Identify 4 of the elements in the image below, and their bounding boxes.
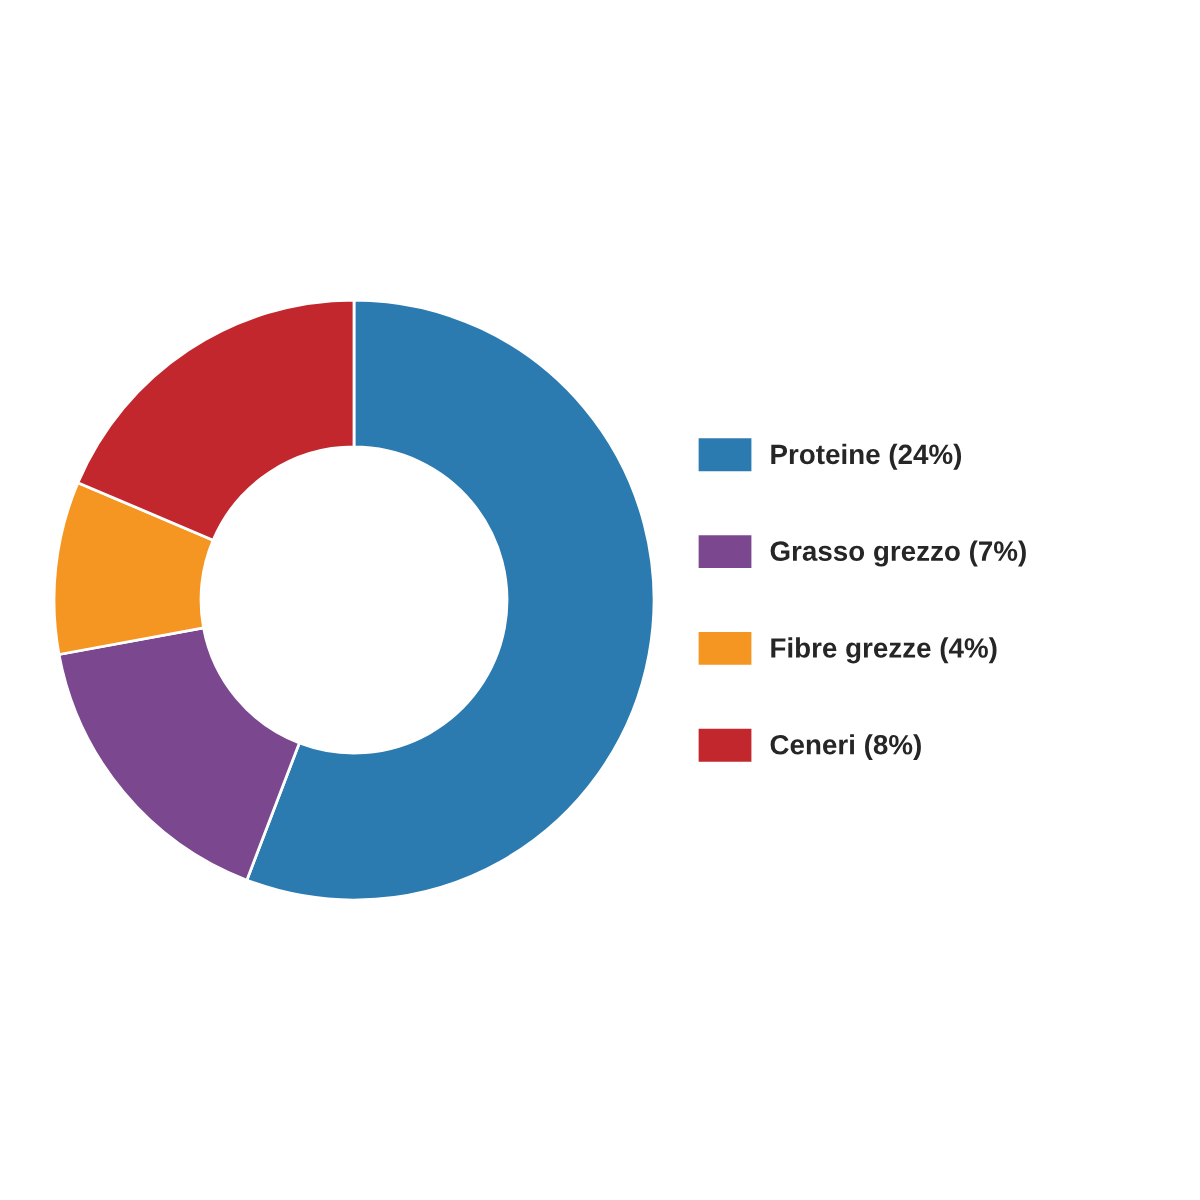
legend-label: Grasso grezzo (7%) bbox=[770, 540, 1026, 567]
legend-label: Ceneri (8%) bbox=[770, 734, 921, 761]
legend-label: Proteine (24%) bbox=[771, 443, 962, 470]
legend-label: Fibre grezze (4%) bbox=[771, 637, 997, 664]
